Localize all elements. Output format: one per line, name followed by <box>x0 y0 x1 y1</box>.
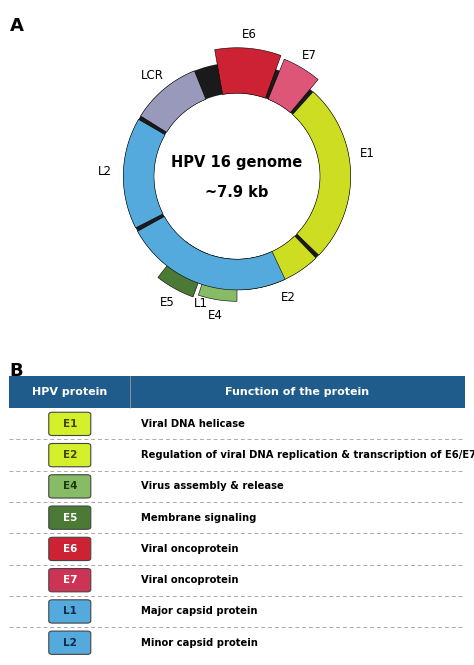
FancyBboxPatch shape <box>49 600 91 623</box>
Polygon shape <box>158 241 209 297</box>
Polygon shape <box>215 48 281 98</box>
FancyBboxPatch shape <box>49 506 91 529</box>
Text: A: A <box>9 17 23 35</box>
Text: E1: E1 <box>359 147 374 160</box>
Text: Function of the protein: Function of the protein <box>225 387 369 397</box>
Text: L2: L2 <box>63 638 77 648</box>
Text: L1: L1 <box>63 606 77 616</box>
Text: Virus assembly & release: Virus assembly & release <box>141 481 284 491</box>
Polygon shape <box>137 217 285 290</box>
Text: LCR: LCR <box>141 68 164 82</box>
Text: Viral oncoprotein: Viral oncoprotein <box>141 575 239 585</box>
FancyBboxPatch shape <box>49 631 91 654</box>
FancyBboxPatch shape <box>130 376 465 408</box>
Text: Minor capsid protein: Minor capsid protein <box>141 638 258 648</box>
Text: E2: E2 <box>63 450 77 460</box>
Text: Regulation of viral DNA replication & transcription of E6/E7: Regulation of viral DNA replication & tr… <box>141 450 474 460</box>
Text: HPV 16 genome: HPV 16 genome <box>172 155 302 170</box>
Text: B: B <box>9 362 23 380</box>
Text: Viral oncoprotein: Viral oncoprotein <box>141 544 239 554</box>
Polygon shape <box>292 92 351 255</box>
FancyBboxPatch shape <box>49 444 91 467</box>
FancyBboxPatch shape <box>49 569 91 592</box>
Text: E5: E5 <box>63 513 77 523</box>
Text: E4: E4 <box>208 309 222 322</box>
Text: Viral DNA helicase: Viral DNA helicase <box>141 419 246 429</box>
Text: L2: L2 <box>98 165 112 178</box>
Text: E2: E2 <box>281 291 296 304</box>
Text: E1: E1 <box>63 419 77 429</box>
Polygon shape <box>240 236 316 290</box>
FancyBboxPatch shape <box>49 475 91 498</box>
Polygon shape <box>123 63 351 290</box>
FancyBboxPatch shape <box>9 376 130 408</box>
Polygon shape <box>198 255 237 301</box>
Text: Membrane signaling: Membrane signaling <box>141 513 257 523</box>
Text: E7: E7 <box>302 49 317 62</box>
Text: E5: E5 <box>160 296 174 309</box>
FancyBboxPatch shape <box>49 412 91 436</box>
Text: Major capsid protein: Major capsid protein <box>141 606 258 616</box>
Text: E6: E6 <box>63 544 77 554</box>
Text: ~7.9 kb: ~7.9 kb <box>205 185 269 199</box>
Text: L1: L1 <box>194 297 208 309</box>
Text: E6: E6 <box>242 28 257 41</box>
Polygon shape <box>141 70 206 132</box>
Polygon shape <box>123 120 165 228</box>
Text: HPV protein: HPV protein <box>32 387 108 397</box>
Text: E4: E4 <box>63 481 77 491</box>
Polygon shape <box>268 59 318 112</box>
Text: E7: E7 <box>63 575 77 585</box>
FancyBboxPatch shape <box>49 537 91 561</box>
